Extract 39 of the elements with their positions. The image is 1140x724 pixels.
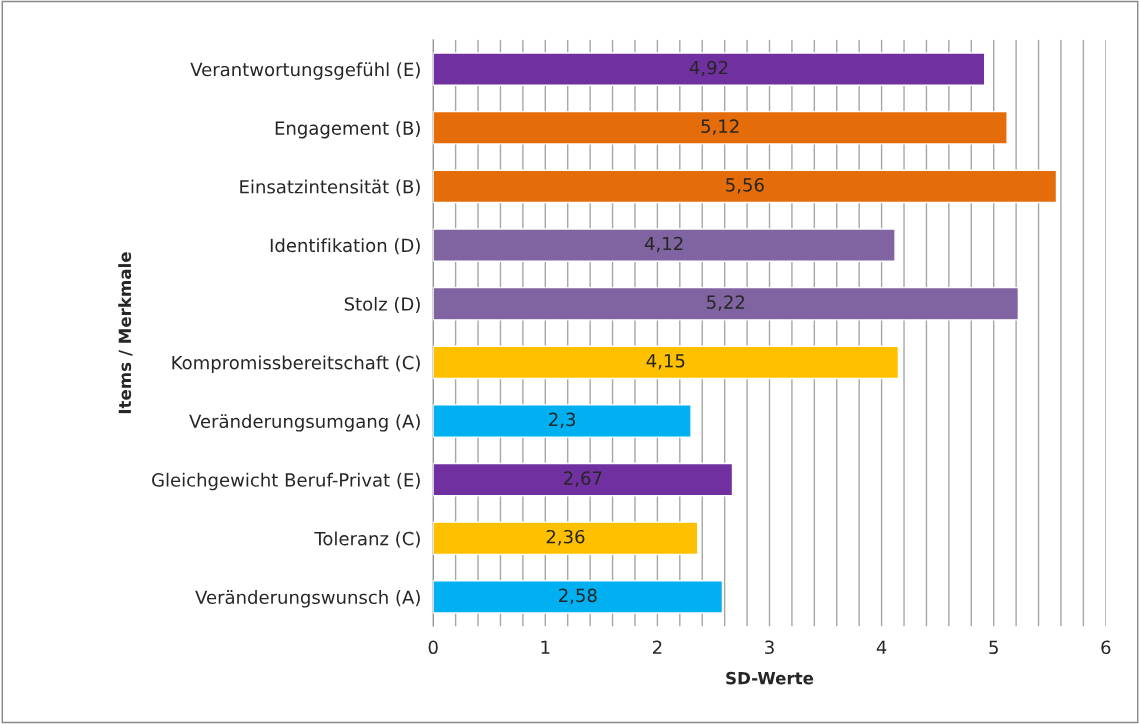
x-axis-title: SD-Werte <box>726 671 814 685</box>
data-label: 4,15 <box>646 354 685 370</box>
x-tick-label: 3 <box>765 640 774 655</box>
y-tick-label: Veränderungswunsch (A) <box>195 590 420 608</box>
y-tick-label: Verantwortungsgefühl (E) <box>190 62 420 80</box>
data-label: 2,58 <box>559 588 597 605</box>
data-label: 5,22 <box>707 295 745 311</box>
x-tick-label: 6 <box>1101 640 1111 655</box>
data-label: 2,67 <box>564 471 602 487</box>
bar <box>433 110 1008 145</box>
y-tick-label: Identifikation (D) <box>270 238 420 255</box>
x-tick-label: 0 <box>428 640 438 655</box>
y-tick-label: Einsatzintensität (B) <box>240 179 420 196</box>
bar <box>433 52 986 86</box>
data-label: 4,92 <box>689 60 728 77</box>
x-tick-label: 2 <box>652 640 662 654</box>
data-label: 4,12 <box>644 236 683 253</box>
bar <box>433 404 692 438</box>
bar <box>433 580 724 614</box>
bar <box>433 521 699 556</box>
bar <box>433 228 896 262</box>
x-tick-label: 4 <box>876 640 887 654</box>
y-tick-label: Veränderungsumgang (A) <box>189 414 420 432</box>
data-label: 2,36 <box>546 529 585 546</box>
bar <box>433 462 734 497</box>
y-tick-label: Kompromissbereitschaft (C) <box>172 355 420 373</box>
x-tick-label: 1 <box>541 640 550 654</box>
bar <box>433 286 1020 321</box>
y-tick-label: Gleichgewicht Beruf-Privat (E) <box>152 472 420 491</box>
x-tick-label: 5 <box>989 640 998 655</box>
data-label: 5,12 <box>701 119 739 135</box>
y-tick-label: Toleranz (C) <box>314 531 420 548</box>
y-tick-label: Engagement (B) <box>275 120 420 139</box>
bar <box>433 169 1058 204</box>
data-label: 2,3 <box>549 412 576 429</box>
y-axis-title: Items / Merkmale <box>118 252 133 414</box>
bar <box>433 345 900 380</box>
data-label: 5,56 <box>726 178 764 194</box>
y-tick-label: Stolz (D) <box>344 296 420 313</box>
